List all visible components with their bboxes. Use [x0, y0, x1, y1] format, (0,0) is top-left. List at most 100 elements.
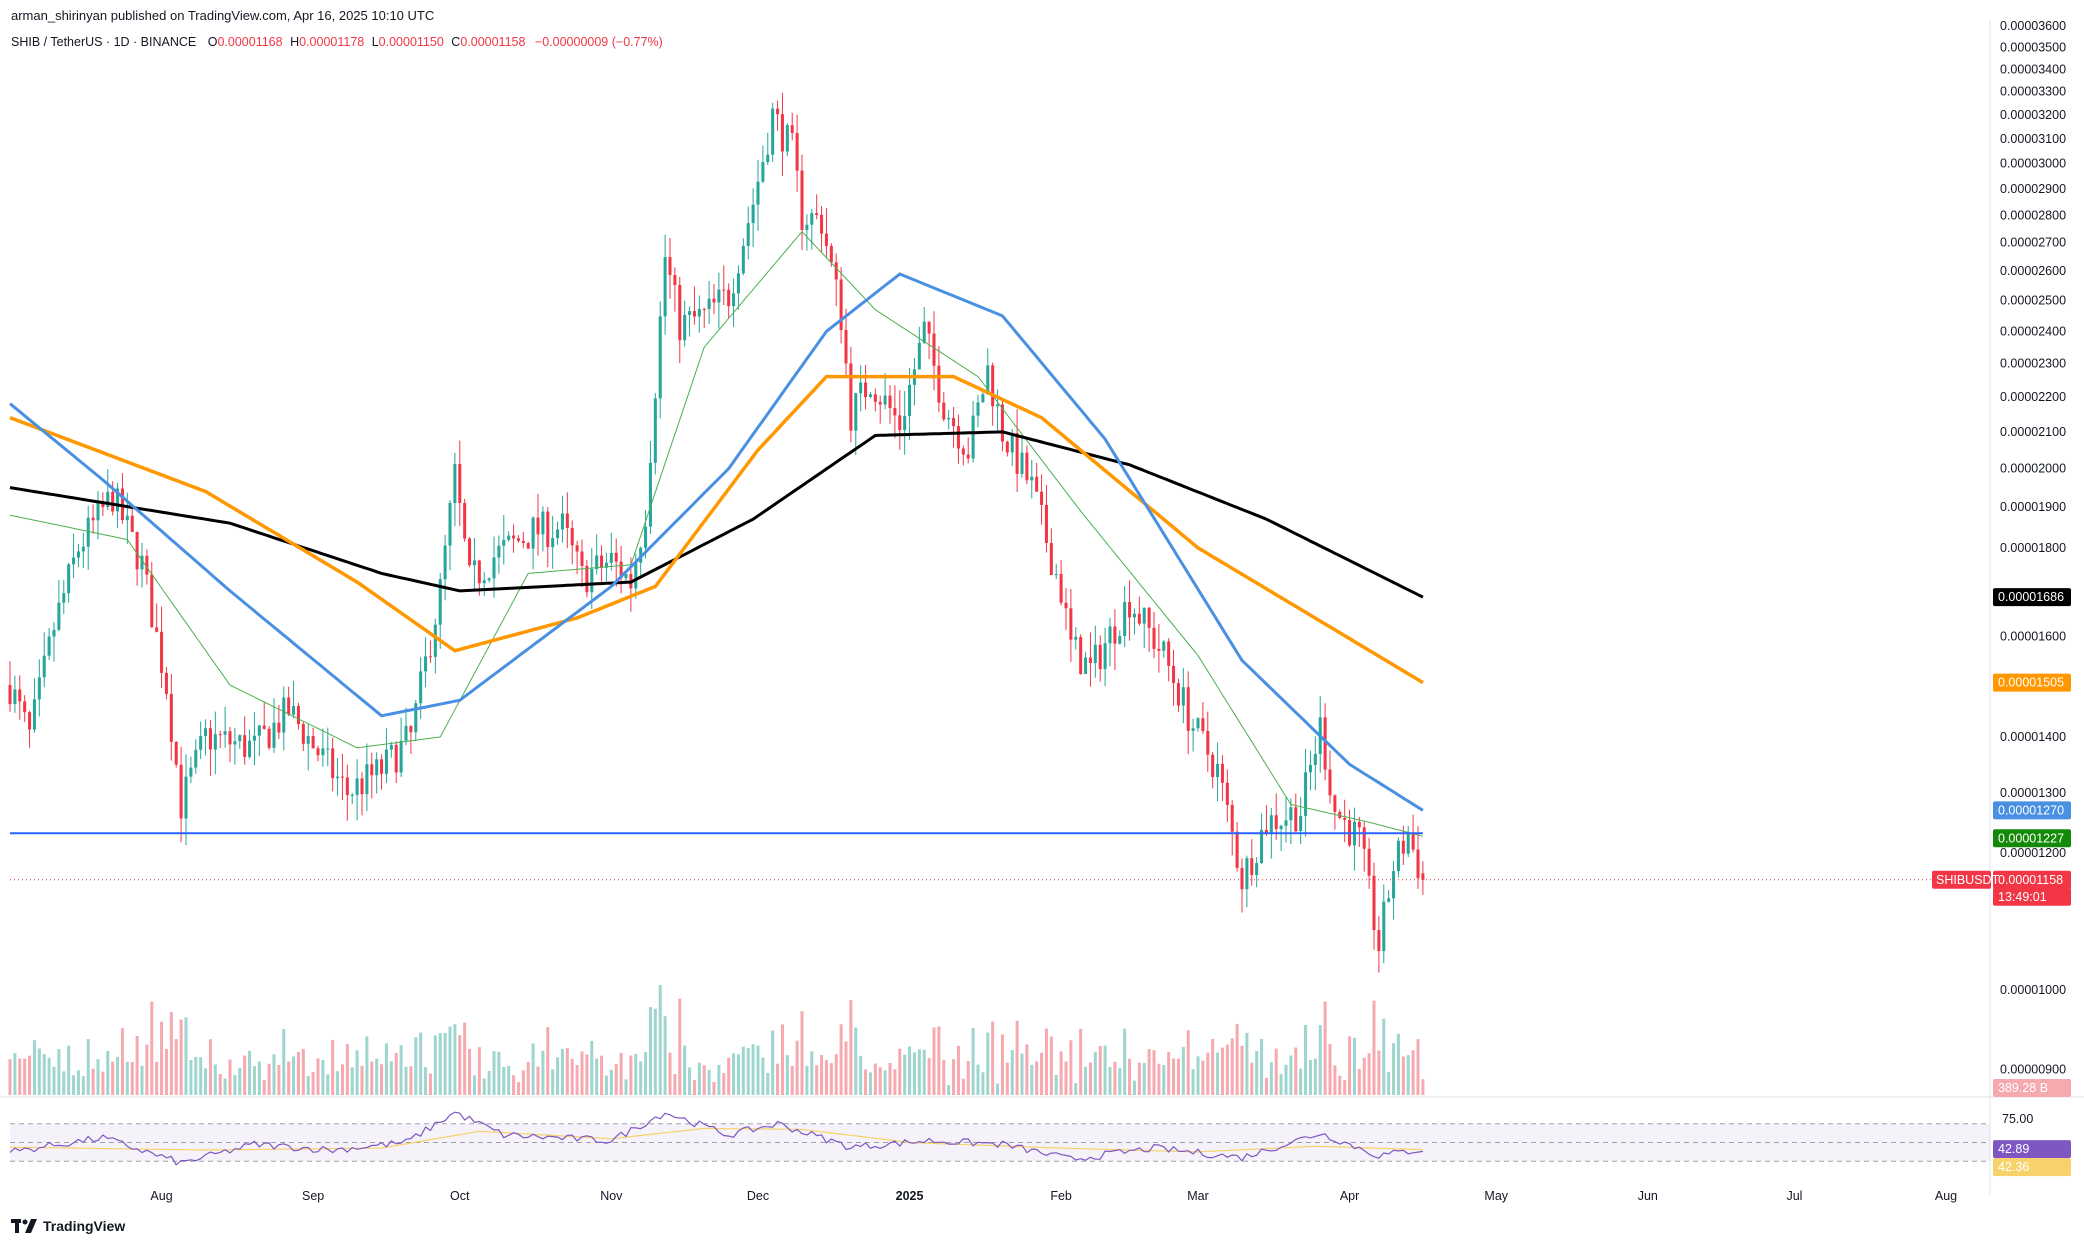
volume-bar [1186, 1030, 1190, 1095]
volume-bar [648, 1007, 652, 1095]
candle-body [560, 513, 564, 530]
volume-bar [673, 1074, 677, 1095]
volume-bar [595, 1058, 599, 1095]
volume-bar [932, 1027, 936, 1095]
volume-bar [1416, 1039, 1420, 1095]
volume-bar [1216, 1052, 1220, 1095]
candle-body [722, 289, 726, 291]
time-tick-label: Oct [450, 1189, 470, 1203]
candle-body [1235, 831, 1239, 868]
candle-body [1343, 817, 1347, 820]
candle-body [854, 393, 858, 431]
volume-bar [365, 1036, 369, 1095]
volume-bar [433, 1035, 437, 1095]
candle-body [521, 540, 525, 544]
volume-bar [91, 1068, 95, 1095]
volume-bar [697, 1062, 701, 1095]
volume-bar [1279, 1073, 1283, 1095]
candle-body [658, 316, 662, 399]
volume-bar [140, 1065, 144, 1095]
countdown-tag-bg [1993, 887, 2071, 906]
candle-body [512, 535, 516, 539]
volume-bar [736, 1054, 740, 1095]
time-tick-label: Feb [1050, 1189, 1072, 1203]
volume-bar [1000, 1034, 1004, 1095]
candle-body [609, 552, 613, 563]
candle-body [820, 214, 824, 234]
candle-body [1411, 834, 1415, 850]
candle-body [1132, 613, 1136, 618]
time-tick-label: Jun [1638, 1189, 1658, 1203]
time-tick-label: Dec [747, 1189, 769, 1203]
price-tick-label: 0.00002500 [2000, 294, 2066, 308]
volume-bar [727, 1057, 731, 1095]
candle-body [433, 624, 437, 657]
volume-bar [125, 1061, 129, 1095]
candle-body [184, 776, 188, 819]
candle-body [1240, 867, 1244, 890]
ma200-price-tag-bg [1993, 588, 2071, 607]
volume-bar [1250, 1062, 1254, 1095]
candle-body [1000, 404, 1004, 442]
time-axis[interactable]: Aug Sep Oct Nov Dec 2025 Feb Mar Apr May Jun Jul Aug [150, 1189, 1957, 1203]
volume-bar [888, 1063, 892, 1095]
volume-bar [922, 1049, 926, 1095]
candle-body [619, 561, 623, 579]
volume-bar [1308, 1060, 1312, 1095]
candle-body [751, 204, 755, 224]
volume-bar [1377, 1050, 1381, 1095]
volume-bar [228, 1059, 232, 1095]
tradingview-logo[interactable]: TradingView [11, 1218, 125, 1234]
candle-body [834, 262, 838, 280]
volume-bar [81, 1076, 85, 1095]
candle-body [218, 734, 222, 736]
volume-bar [546, 1027, 550, 1095]
volume-bar [257, 1061, 261, 1095]
symbol-name[interactable]: SHIB / TetherUS · 1D · BINANCE [11, 35, 197, 49]
price-axis[interactable]: 0.00003600 0.00003500 0.00003400 0.00003300… [2000, 19, 2066, 1076]
ma200-price-tag: 0.00001686 [1998, 590, 2064, 604]
candle-body [971, 415, 975, 459]
candle-body [81, 546, 85, 552]
candle-body [810, 213, 814, 225]
volume-bar [1020, 1053, 1024, 1095]
volume-bar [301, 1048, 305, 1095]
volume-bar [1093, 1051, 1097, 1095]
ma20-price-tag-bg [1993, 829, 2071, 848]
candle-body [277, 722, 281, 733]
volume-bar [482, 1078, 486, 1095]
candle-body [844, 329, 848, 364]
candle-body [72, 557, 76, 565]
candle-body [174, 741, 178, 765]
candle-body [815, 213, 819, 215]
volume-bar [883, 1070, 887, 1095]
volume-bar [614, 1064, 618, 1095]
candle-body [1357, 821, 1361, 828]
volume-bar [1128, 1058, 1132, 1095]
volume-bar [1064, 1061, 1068, 1095]
candle-body [952, 417, 956, 427]
candle-body [135, 531, 139, 570]
volume-bar [204, 1068, 208, 1095]
volume-bar [658, 985, 662, 1095]
volume-bar [839, 1024, 843, 1095]
candle-body [1025, 452, 1029, 481]
publisher-line: arman_shirinyan published on TradingView… [11, 8, 435, 23]
volume-bar [497, 1051, 501, 1095]
volume-bar [981, 1072, 985, 1095]
volume-bar [169, 1012, 173, 1095]
candle-body [1196, 718, 1200, 729]
volume-bar [1304, 1024, 1308, 1095]
volume-bar [1079, 1028, 1083, 1095]
volume-bar [741, 1046, 745, 1095]
candle-body [1230, 804, 1234, 832]
candle-body [248, 740, 252, 757]
candle-body [1059, 574, 1063, 603]
volume-bar [1113, 1061, 1117, 1095]
candle-body [350, 794, 354, 796]
volume-bar [145, 1044, 149, 1095]
candle-body [1020, 452, 1024, 474]
candle-body [267, 728, 271, 748]
volume-bar [688, 1067, 692, 1095]
